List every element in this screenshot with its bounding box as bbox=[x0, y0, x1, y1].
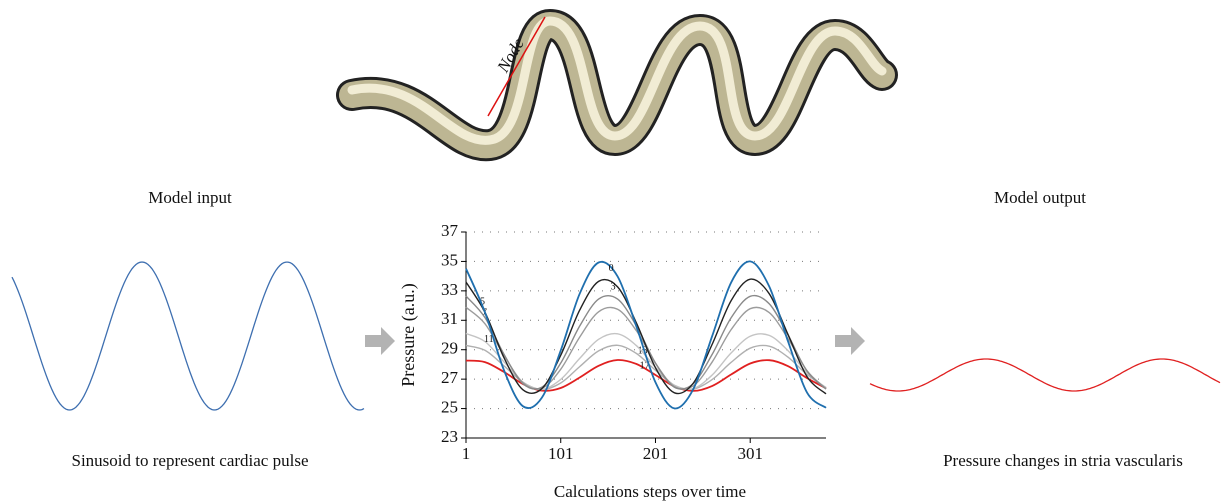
y-tick-label: 27 bbox=[441, 368, 459, 387]
y-tick-label: 35 bbox=[441, 250, 458, 269]
y-tick-label: 23 bbox=[441, 427, 458, 446]
y-tick-label: 25 bbox=[441, 397, 458, 416]
y-tick-label: 31 bbox=[441, 309, 458, 328]
arrow bbox=[365, 327, 395, 355]
output-sinusoid bbox=[869, 358, 1221, 392]
output-caption: Pressure changes in stria vascularis bbox=[943, 451, 1183, 470]
series-label: 3 bbox=[611, 282, 616, 293]
input-caption: Sinusoid to represent cardiac pulse bbox=[72, 451, 309, 470]
y-axis-label: Pressure (a.u.) bbox=[398, 283, 419, 386]
x-tick-label: 1 bbox=[462, 444, 471, 463]
arrow bbox=[835, 327, 865, 355]
x-tick-label: 101 bbox=[548, 444, 574, 463]
series-line bbox=[465, 278, 827, 395]
coil-illustration: Node bbox=[336, 8, 898, 162]
series-label: 11 bbox=[484, 334, 494, 345]
series-line bbox=[465, 260, 827, 410]
y-tick-label: 33 bbox=[441, 280, 458, 299]
x-axis-label: Calculations steps over time bbox=[554, 482, 746, 501]
series-line bbox=[465, 294, 827, 390]
input-sinusoid bbox=[11, 261, 365, 411]
series-label: 5 bbox=[480, 296, 485, 307]
input-title: Model input bbox=[148, 188, 232, 207]
x-tick-label: 301 bbox=[737, 444, 763, 463]
y-tick-label: 29 bbox=[441, 339, 458, 358]
x-tick-label: 201 bbox=[643, 444, 669, 463]
series-label: 17 bbox=[640, 360, 650, 371]
output-title: Model output bbox=[994, 188, 1086, 207]
series-label: 0 bbox=[609, 263, 614, 274]
y-tick-label: 37 bbox=[441, 221, 459, 240]
series-line bbox=[465, 306, 827, 390]
